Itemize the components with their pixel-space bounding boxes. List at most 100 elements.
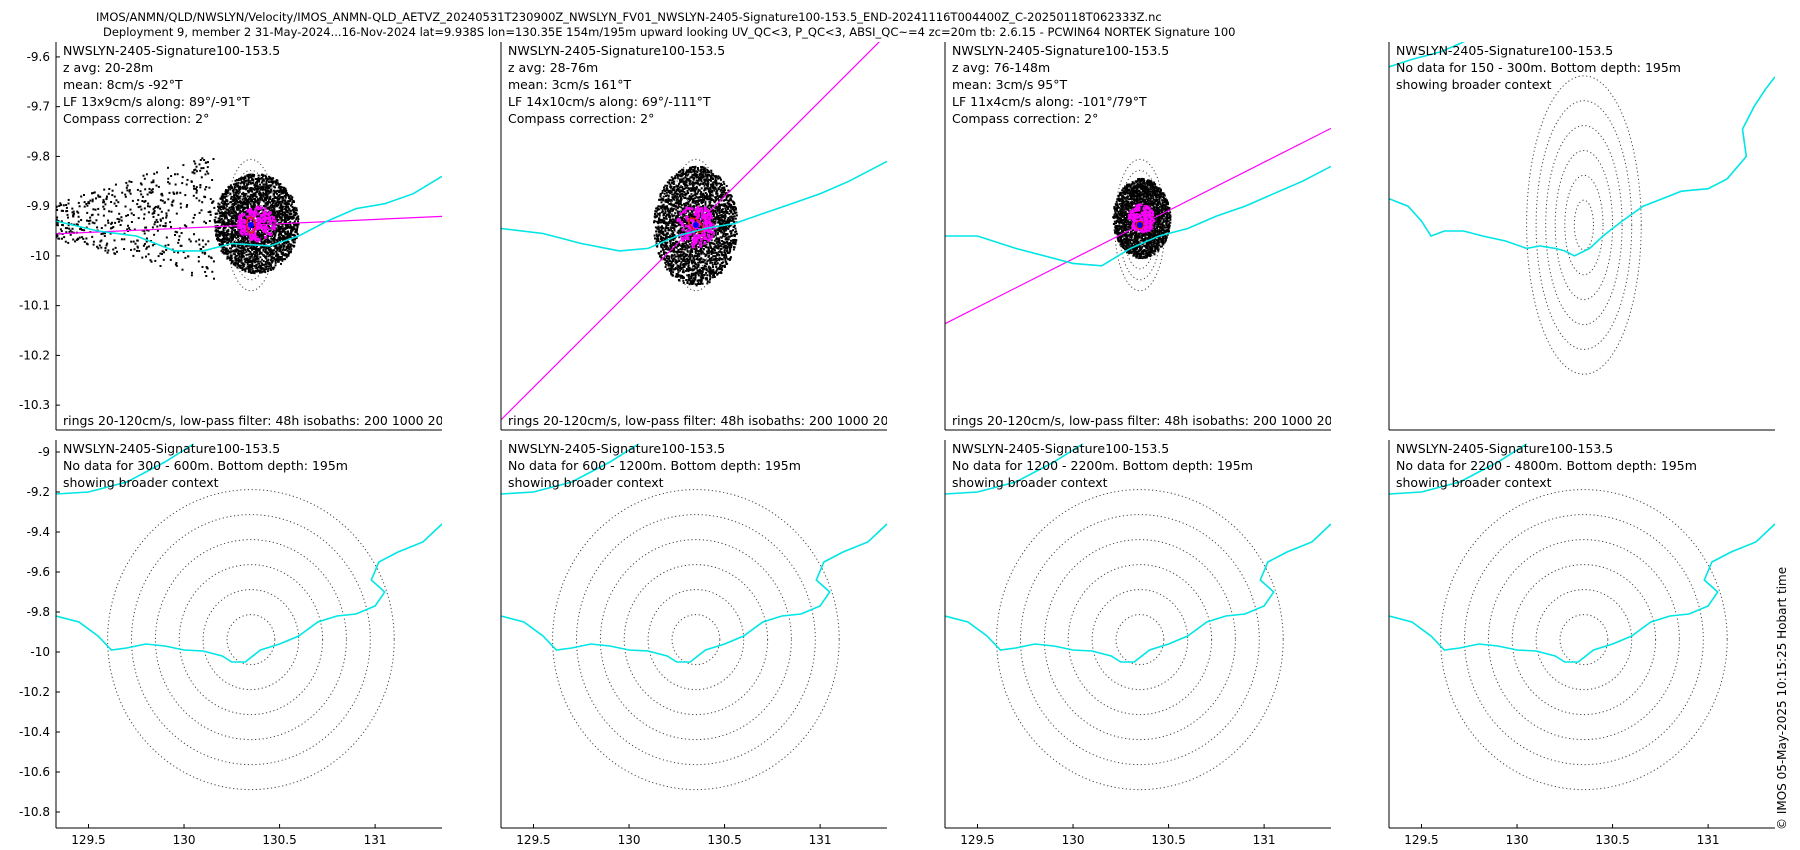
scatter-point (282, 205, 285, 208)
scatter-point (276, 257, 279, 260)
scatter-point (209, 211, 212, 214)
scatter-point (667, 190, 670, 192)
scatter-point (293, 206, 296, 209)
scatter-point (167, 177, 170, 180)
scatter-point (665, 255, 668, 258)
scatter-point (86, 204, 89, 207)
scatter-point (670, 254, 673, 257)
scatter-point (277, 260, 280, 263)
scatter-point (288, 208, 291, 211)
scatter-point (193, 213, 196, 216)
scatter-point (702, 242, 705, 245)
scatter-point (246, 184, 248, 187)
scatter-point (151, 188, 154, 191)
scatter-point (227, 202, 230, 205)
y-tick-label: -10.2 (19, 348, 50, 362)
scatter-point (219, 207, 221, 210)
scatter-point (243, 203, 246, 206)
scatter-point (213, 220, 216, 223)
scatter-point (256, 233, 259, 236)
scatter-point (238, 197, 241, 200)
scatter-point (233, 197, 236, 200)
scatter-point (203, 159, 206, 161)
scatter-point (664, 212, 667, 214)
scatter-point (275, 179, 278, 182)
scatter-point (160, 210, 163, 213)
scatter-point (234, 255, 237, 258)
y-tick-label: -10 (30, 249, 50, 263)
scatter-point (688, 183, 691, 186)
scatter-point (241, 185, 244, 188)
scatter-point (153, 212, 156, 215)
scatter-point (674, 194, 677, 197)
scatter-point (253, 239, 255, 242)
scatter-point (85, 226, 88, 229)
scatter-point (246, 241, 249, 244)
scatter-point (237, 238, 240, 241)
scatter-point (178, 235, 181, 238)
scatter-point (80, 219, 83, 221)
scatter-point (140, 193, 143, 196)
scatter-point (272, 268, 275, 271)
scatter-point (694, 276, 697, 279)
scatter-point (672, 260, 675, 262)
plot-area (501, 42, 887, 421)
scatter-point (234, 185, 237, 188)
scatter-point (250, 271, 253, 274)
scatter-point (710, 246, 712, 249)
scatter-point (267, 267, 270, 270)
scatter-point (719, 244, 722, 247)
scatter-point (254, 178, 257, 180)
deployment-info: Deployment 9, member 2 31-May-2024...16-… (103, 25, 1236, 39)
scatter-point (734, 206, 737, 209)
scatter-point (233, 202, 236, 205)
scatter-point (223, 240, 226, 243)
scatter-point (234, 231, 236, 234)
scatter-point (224, 191, 227, 194)
scatter-point (259, 192, 262, 195)
low-pass-point (267, 213, 271, 217)
scatter-point (256, 269, 259, 272)
scatter-point (250, 205, 253, 208)
scatter-point (221, 199, 224, 202)
scatter-point (263, 268, 266, 271)
scatter-point (713, 213, 715, 216)
scatter-point (281, 225, 284, 228)
scatter-point (234, 184, 237, 186)
scatter-point (222, 228, 225, 231)
scatter-point (698, 279, 701, 282)
scatter-point (76, 210, 79, 213)
low-pass-point (272, 216, 275, 220)
scatter-point (685, 254, 688, 257)
scatter-point (271, 253, 273, 256)
scatter-point (284, 199, 286, 202)
scatter-point (159, 199, 162, 202)
scatter-point (731, 213, 734, 215)
scatter-point (680, 210, 683, 213)
scatter-point (229, 251, 232, 254)
scatter-point (279, 217, 282, 220)
scatter-point (286, 201, 288, 204)
scatter-point (108, 188, 111, 190)
low-pass-point (264, 229, 268, 233)
scatter-point (148, 187, 151, 190)
scatter-point (198, 243, 201, 246)
scatter-point (136, 239, 139, 242)
low-pass-point (243, 225, 247, 229)
scatter-point (136, 249, 138, 252)
scatter-point (280, 232, 283, 235)
scatter-point (710, 183, 712, 186)
scatter-point (277, 236, 280, 239)
scatter-point (77, 201, 80, 204)
scatter-point (291, 239, 294, 242)
y-tick-label: -10.3 (19, 398, 50, 412)
scatter-point (246, 257, 248, 260)
scatter-point (60, 230, 63, 233)
scatter-point (277, 186, 280, 189)
scatter-point (83, 229, 86, 232)
scatter-point (241, 203, 244, 206)
scatter-point (114, 183, 117, 186)
scatter-point (224, 237, 227, 240)
scatter-point (167, 243, 170, 246)
scatter-point (247, 258, 250, 261)
